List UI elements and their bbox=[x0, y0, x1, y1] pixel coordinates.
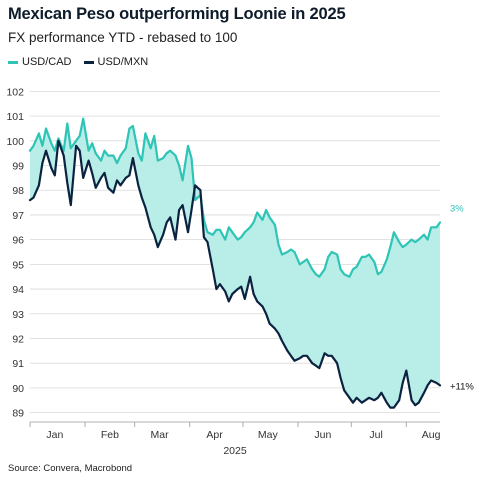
y-tick-label-92: 92 bbox=[12, 333, 24, 345]
legend-label-usdcad: USD/CAD bbox=[22, 56, 72, 68]
y-tick-label-96: 96 bbox=[12, 235, 24, 247]
x-tick-label-aug: Aug bbox=[422, 429, 441, 441]
x-axis-label: 2025 bbox=[223, 445, 247, 457]
y-tick-label-91: 91 bbox=[12, 358, 24, 370]
spread-area bbox=[30, 118, 440, 408]
y-tick-label-90: 90 bbox=[12, 383, 24, 395]
annotation-usdmxn: +11% bbox=[450, 381, 474, 392]
y-tick-label-100: 100 bbox=[6, 136, 24, 148]
legend-swatch-usdcad bbox=[8, 60, 18, 64]
x-tick-label-jun: Jun bbox=[314, 429, 331, 441]
y-tick-label-98: 98 bbox=[12, 185, 24, 197]
y-tick-label-89: 89 bbox=[12, 408, 24, 420]
series-line-usdmxn bbox=[28, 139, 442, 409]
x-tick-label-apr: Apr bbox=[206, 429, 223, 441]
y-tick-label-97: 97 bbox=[12, 210, 24, 222]
chart-legend: USD/CAD USD/MXN bbox=[8, 56, 148, 68]
chart-subtitle: FX performance YTD - rebased to 100 bbox=[8, 30, 238, 45]
y-tick-label-93: 93 bbox=[12, 309, 24, 321]
annotation-usdcad: 3% bbox=[450, 203, 464, 214]
y-tick-label-102: 102 bbox=[6, 86, 24, 98]
x-tick-label-jan: Jan bbox=[46, 429, 63, 441]
y-tick-label-101: 101 bbox=[6, 111, 24, 123]
legend-item-usdmxn[interactable]: USD/MXN bbox=[83, 56, 149, 68]
chart-title: Mexican Peso outperforming Loonie in 202… bbox=[8, 5, 346, 23]
y-tick-label-95: 95 bbox=[12, 259, 24, 271]
x-tick-label-jul: Jul bbox=[369, 429, 382, 441]
x-tick-label-may: May bbox=[258, 429, 279, 441]
legend-item-usdcad[interactable]: USD/CAD bbox=[8, 56, 72, 68]
y-tick-label-94: 94 bbox=[12, 284, 24, 296]
legend-label-usdmxn: USD/MXN bbox=[97, 56, 149, 68]
x-tick-label-mar: Mar bbox=[151, 429, 170, 441]
x-tick-label-feb: Feb bbox=[101, 429, 119, 441]
chart-source: Source: Convera, Macrobond bbox=[8, 463, 133, 474]
y-tick-label-99: 99 bbox=[12, 161, 24, 173]
series-line-usdcad bbox=[28, 117, 442, 278]
legend-swatch-usdmxn bbox=[83, 60, 94, 64]
